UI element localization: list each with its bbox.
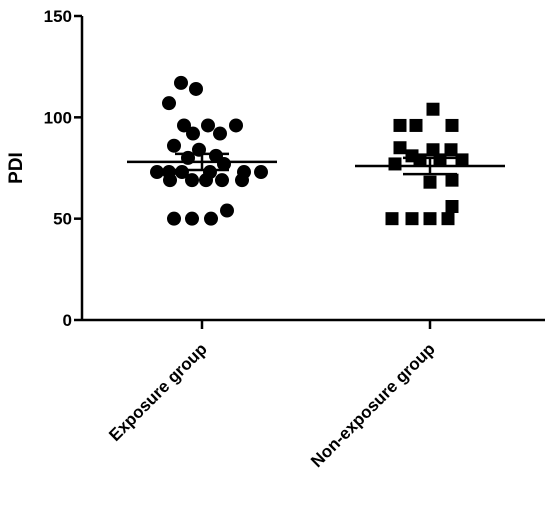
data-point	[388, 157, 402, 171]
data-point	[185, 173, 199, 188]
data-point	[433, 153, 447, 167]
data-point	[162, 96, 176, 111]
data-point	[201, 118, 215, 133]
data-point	[393, 141, 407, 155]
data-point	[445, 200, 459, 214]
x-category-label: Non-exposure group	[307, 339, 439, 471]
data-point	[174, 75, 188, 90]
data-point	[215, 173, 229, 188]
y-tick-label: 0	[63, 311, 72, 330]
data-point	[175, 165, 189, 180]
data-point	[445, 118, 459, 132]
data-point	[177, 118, 191, 133]
data-point	[455, 153, 469, 167]
data-point	[423, 175, 437, 189]
data-point	[229, 118, 243, 133]
data-point	[185, 211, 199, 226]
data-point	[204, 211, 218, 226]
data-point	[163, 173, 177, 188]
data-point	[167, 211, 181, 226]
data-point	[167, 138, 181, 153]
y-tick-label: 150	[44, 7, 72, 26]
data-point	[409, 118, 423, 132]
data-point	[385, 212, 399, 226]
y-axis-title: PDI	[6, 152, 27, 184]
data-point	[413, 153, 427, 167]
data-point	[217, 156, 231, 171]
data-point	[235, 173, 249, 188]
y-tick-label: 50	[53, 210, 72, 229]
data-point	[405, 212, 419, 226]
data-point	[213, 126, 227, 141]
y-tick-label: 100	[44, 108, 72, 127]
data-point	[423, 212, 437, 226]
data-point	[199, 173, 213, 188]
data-point	[393, 118, 407, 132]
axes: 0 50 100 150 Exposure group Non-exposure grou…	[44, 7, 545, 471]
data-point	[150, 165, 164, 180]
x-category-label: Exposure group	[105, 339, 211, 445]
data-point	[220, 203, 234, 218]
data-point	[444, 143, 458, 157]
data-marks	[127, 75, 505, 226]
data-point	[189, 81, 203, 96]
data-point	[426, 143, 440, 157]
data-point	[445, 173, 459, 187]
data-point	[254, 165, 268, 180]
data-point	[441, 212, 455, 226]
data-point	[426, 102, 440, 116]
data-point	[186, 126, 200, 141]
